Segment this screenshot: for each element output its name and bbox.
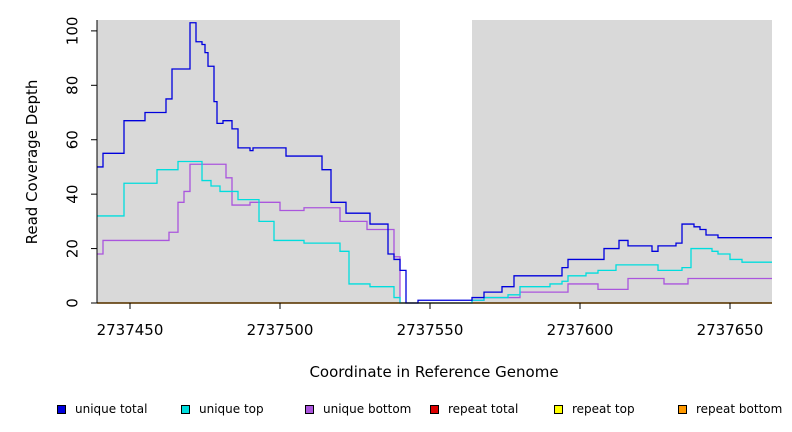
x-tick-label: 2737650 [697, 321, 764, 339]
y-tick-label: 80 [64, 76, 82, 95]
legend-label: unique bottom [323, 402, 412, 416]
y-axis-title: Read Coverage Depth [23, 80, 41, 245]
x-tick-label: 2737500 [247, 321, 314, 339]
x-tick-label: 2737600 [547, 321, 614, 339]
y-tick-label: 20 [64, 239, 82, 258]
legend-item-unique-top: unique top [181, 400, 264, 418]
legend: unique total unique top unique bottom repea… [0, 400, 792, 420]
legend-swatch [305, 404, 314, 414]
legend-label: repeat top [572, 402, 635, 416]
x-tick-label: 2737550 [397, 321, 464, 339]
legend-label: repeat total [448, 402, 519, 416]
highlight-region [400, 20, 472, 303]
y-tick-label: 100 [64, 17, 82, 46]
y-tick-label: 0 [64, 298, 82, 308]
y-tick-label: 40 [64, 185, 82, 204]
legend-swatch [181, 404, 190, 414]
plot-background [97, 20, 772, 303]
legend-item-repeat-top: repeat top [554, 400, 635, 418]
x-tick-label: 2737450 [97, 321, 164, 339]
legend-swatch [57, 404, 66, 414]
series-line-unique-bottom [97, 163, 772, 304]
coverage-chart: 0 20 40 60 80 100 2737450 2737500 2737550 2737600… [23, 17, 772, 381]
legend-swatch [678, 404, 687, 414]
legend-label: repeat bottom [696, 402, 783, 416]
series-line-unique-top [97, 160, 772, 304]
legend-item-unique-total: unique total [57, 400, 147, 418]
legend-label: unique total [75, 402, 148, 416]
legend-item-unique-bottom: unique bottom [305, 400, 411, 418]
x-axis-title: Coordinate in Reference Genome [309, 363, 558, 381]
legend-swatch [554, 404, 563, 414]
series-line-unique-total [97, 22, 772, 304]
legend-label: unique top [199, 402, 264, 416]
legend-swatch [430, 404, 439, 414]
legend-item-repeat-total: repeat total [430, 400, 518, 418]
legend-item-repeat-bottom: repeat bottom [678, 400, 782, 418]
axes-layer: 0 20 40 60 80 100 2737450 2737500 2737550 2737600… [64, 17, 772, 339]
y-tick-label: 60 [64, 130, 82, 149]
